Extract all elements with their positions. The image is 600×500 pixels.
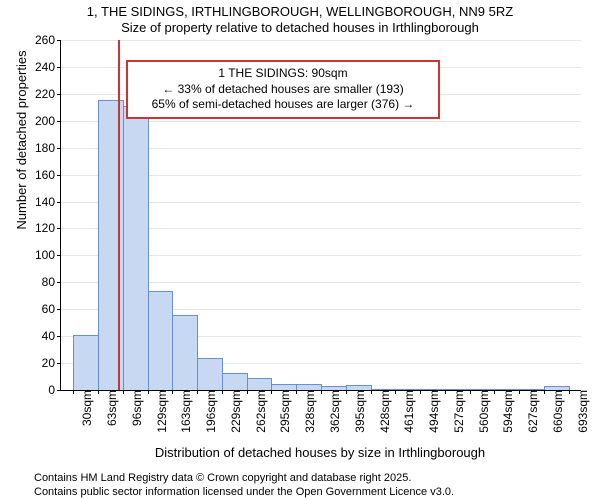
info-box-line1: 1 THE SIDINGS: 90sqm — [138, 66, 428, 82]
xtick-mark — [321, 390, 322, 394]
bar — [148, 291, 174, 390]
xtick-mark — [222, 390, 223, 394]
bar — [172, 315, 198, 390]
y-axis-label: Number of detached properties — [14, 0, 29, 315]
bar — [197, 358, 223, 390]
ytick-label: 60 — [42, 302, 61, 316]
xtick-mark — [371, 390, 372, 394]
xtick-mark — [519, 390, 520, 394]
ytick-label: 20 — [42, 356, 61, 370]
xtick-mark — [569, 390, 570, 394]
bar — [98, 100, 124, 390]
xtick-label: 328sqm — [301, 390, 317, 433]
plot-area: 1 THE SIDINGS: 90sqm ← 33% of detached h… — [60, 40, 581, 391]
xtick-mark — [148, 390, 149, 394]
ytick-label: 240 — [35, 60, 61, 74]
xtick-label: 96sqm — [128, 390, 144, 426]
property-marker-line — [118, 40, 120, 390]
xtick-mark — [123, 390, 124, 394]
xtick-label: 428sqm — [376, 390, 392, 433]
ytick-label: 160 — [35, 168, 61, 182]
info-box-line2: ← 33% of detached houses are smaller (19… — [138, 82, 428, 98]
xtick-mark — [73, 390, 74, 394]
ytick-label: 180 — [35, 141, 61, 155]
xtick-label: 594sqm — [499, 390, 515, 433]
xtick-mark — [494, 390, 495, 394]
xtick-label: 262sqm — [252, 390, 268, 433]
xtick-mark — [544, 390, 545, 394]
xtick-label: 295sqm — [276, 390, 292, 433]
ytick-label: 220 — [35, 87, 61, 101]
xtick-label: 163sqm — [177, 390, 193, 433]
xtick-mark — [247, 390, 248, 394]
xtick-label: 129sqm — [153, 390, 169, 433]
xtick-label: 362sqm — [326, 390, 342, 433]
xtick-label: 527sqm — [450, 390, 466, 433]
ytick-label: 140 — [35, 195, 61, 209]
xtick-mark — [470, 390, 471, 394]
xtick-mark — [346, 390, 347, 394]
bar — [222, 373, 248, 390]
xtick-label: 627sqm — [524, 390, 540, 433]
ytick-label: 80 — [42, 275, 61, 289]
bar — [123, 106, 149, 390]
xtick-mark — [296, 390, 297, 394]
ytick-label: 40 — [42, 329, 61, 343]
xtick-label: 461sqm — [400, 390, 416, 433]
chart-container: 1, THE SIDINGS, IRTHLINGBOROUGH, WELLING… — [0, 0, 600, 500]
xtick-mark — [445, 390, 446, 394]
ytick-label: 260 — [35, 33, 61, 47]
xtick-label: 693sqm — [574, 390, 590, 433]
xtick-label: 560sqm — [475, 390, 491, 433]
footer-2: Contains public sector information licen… — [34, 486, 454, 498]
ytick-label: 0 — [48, 383, 61, 397]
xtick-label: 395sqm — [351, 390, 367, 433]
xtick-label: 494sqm — [425, 390, 441, 433]
xtick-label: 196sqm — [202, 390, 218, 433]
xtick-mark — [197, 390, 198, 394]
info-box-line3: 65% of semi-detached houses are larger (… — [138, 97, 428, 113]
footer-1: Contains HM Land Registry data © Crown c… — [34, 472, 411, 484]
x-axis-label: Distribution of detached houses by size … — [60, 445, 580, 460]
xtick-label: 229sqm — [227, 390, 243, 433]
xtick-mark — [98, 390, 99, 394]
bar — [73, 335, 99, 390]
chart-title-2: Size of property relative to detached ho… — [0, 20, 600, 35]
xtick-mark — [395, 390, 396, 394]
xtick-label: 63sqm — [103, 390, 119, 426]
ytick-label: 120 — [35, 221, 61, 235]
xtick-mark — [172, 390, 173, 394]
chart-title-1: 1, THE SIDINGS, IRTHLINGBOROUGH, WELLING… — [0, 4, 600, 19]
xtick-label: 30sqm — [78, 390, 94, 426]
bar — [247, 378, 273, 390]
info-box: 1 THE SIDINGS: 90sqm ← 33% of detached h… — [126, 60, 440, 119]
ytick-label: 200 — [35, 114, 61, 128]
xtick-label: 660sqm — [549, 390, 565, 433]
gridline — [61, 40, 581, 41]
ytick-label: 100 — [35, 248, 61, 262]
xtick-mark — [271, 390, 272, 394]
xtick-mark — [420, 390, 421, 394]
